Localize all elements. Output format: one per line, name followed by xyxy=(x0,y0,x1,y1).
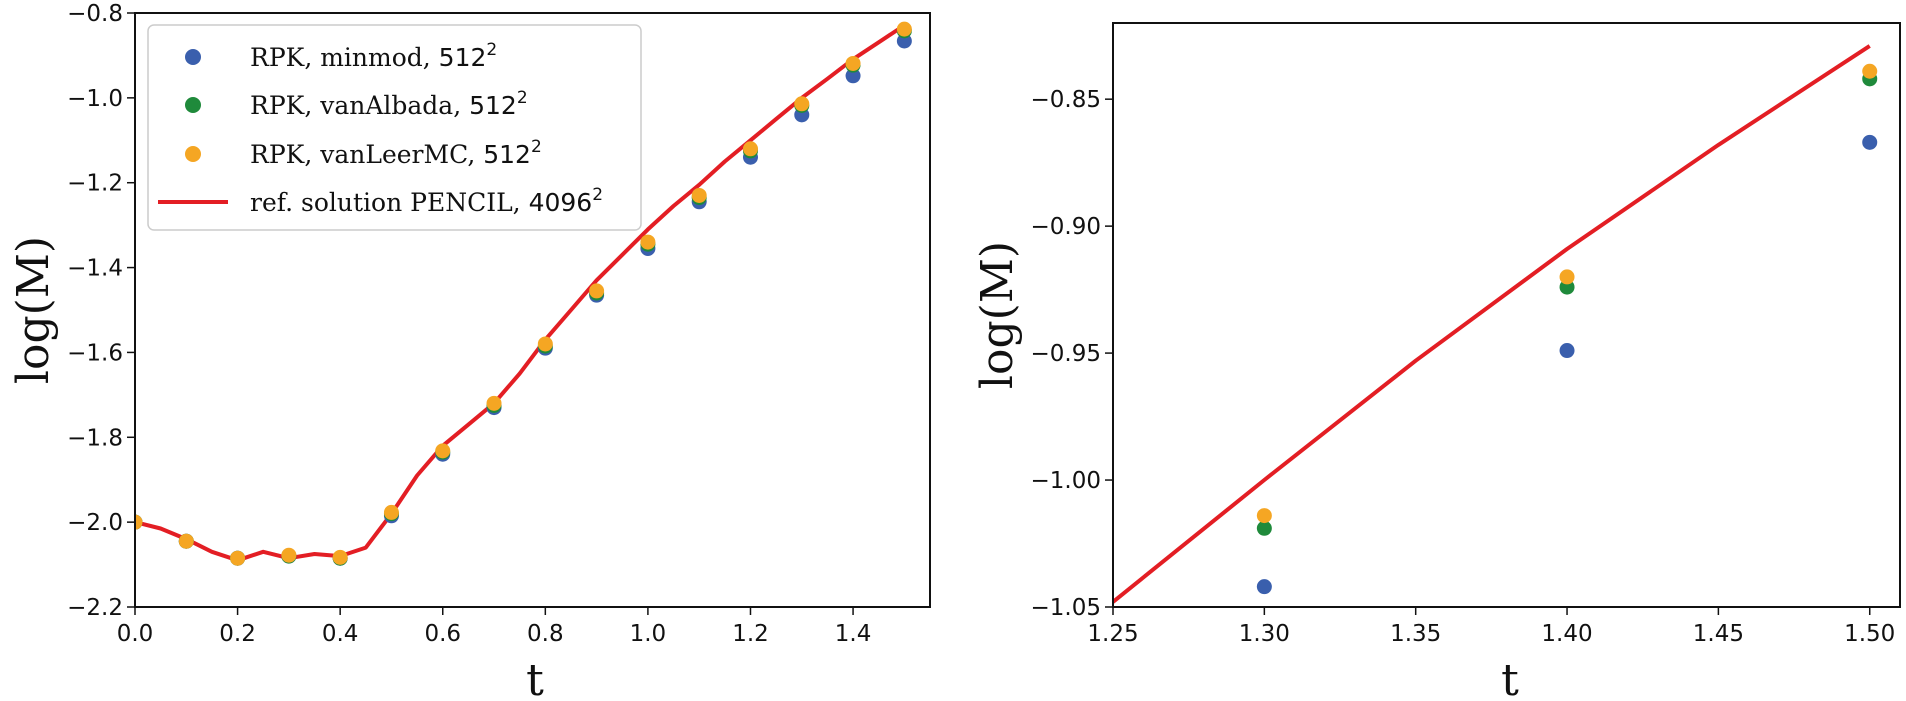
legend-item-reference: ref. solution PENCIL, 40962 xyxy=(250,185,603,217)
left-x-tick-label: 0.2 xyxy=(219,621,256,647)
left-point-vanLeerMC xyxy=(691,187,707,203)
right-y-tick-label: −1.05 xyxy=(1031,595,1101,621)
right-x-tick-label: 1.50 xyxy=(1844,621,1895,647)
left-panel: 0.0 0.2 0.4 0.6 0.8 1.0 1.2 1.4 −2.2 −2.0 −1.8 −1.6… xyxy=(8,1,931,701)
left-point-vanLeerMC xyxy=(135,514,143,530)
right-series-line-reference xyxy=(1113,44,1871,604)
legend-marker-vanleermc xyxy=(185,146,201,162)
right-y-axis-label: log(M) xyxy=(972,241,1023,389)
left-point-vanLeerMC xyxy=(332,549,348,565)
right-x-axis-label: t xyxy=(1501,655,1519,701)
right-x-tick-label: 1.25 xyxy=(1087,621,1138,647)
left-ticks: 0.0 0.2 0.4 0.6 0.8 1.0 1.2 1.4 −2.2 −2.0 −1.8 −1.6… xyxy=(67,1,871,647)
left-point-vanLeerMC xyxy=(640,234,656,250)
left-x-tick-label: 0.4 xyxy=(322,621,359,647)
right-y-tick-label: −0.95 xyxy=(1031,341,1101,367)
left-x-tick-label: 1.0 xyxy=(630,621,667,647)
right-x-tick-label: 1.30 xyxy=(1239,621,1290,647)
legend-marker-vanalbada xyxy=(185,97,201,113)
right-point-vanAlbada xyxy=(1256,520,1272,536)
left-y-tick-label: −2.0 xyxy=(67,510,123,536)
right-point-minmod xyxy=(1256,579,1272,595)
right-y-tick-label: −0.90 xyxy=(1031,214,1101,240)
left-point-vanLeerMC xyxy=(178,533,194,549)
right-point-vanLeerMC xyxy=(1256,508,1272,524)
left-plot-area xyxy=(135,21,912,566)
left-point-vanLeerMC xyxy=(896,21,912,37)
left-y-axis-label: log(M) xyxy=(8,236,59,384)
right-axes-frame xyxy=(1112,22,1901,608)
right-point-vanLeerMC xyxy=(1559,269,1575,285)
left-point-vanLeerMC xyxy=(742,141,758,157)
left-y-tick-label: −1.8 xyxy=(67,425,123,451)
left-series-line-reference xyxy=(135,23,906,563)
left-point-vanLeerMC xyxy=(383,504,399,520)
right-y-tick-label: −0.85 xyxy=(1031,87,1101,113)
left-y-tick-label: −1.0 xyxy=(67,86,123,112)
right-point-vanLeerMC xyxy=(1862,63,1878,79)
left-point-vanLeerMC xyxy=(794,96,810,112)
left-x-tick-label: 1.4 xyxy=(835,621,872,647)
left-point-vanLeerMC xyxy=(230,550,246,566)
right-point-minmod xyxy=(1862,134,1878,150)
left-y-tick-label: −1.2 xyxy=(67,171,123,197)
right-x-tick-label: 1.40 xyxy=(1541,621,1592,647)
legend-box xyxy=(147,24,642,231)
left-x-tick-label: 0.0 xyxy=(117,621,154,647)
right-x-tick-label: 1.45 xyxy=(1693,621,1744,647)
legend-marker-minmod xyxy=(185,49,201,65)
left-axes-frame xyxy=(134,12,931,608)
left-y-tick-label: −1.4 xyxy=(67,256,123,282)
left-point-vanLeerMC xyxy=(537,336,553,352)
left-point-minmod xyxy=(845,68,861,84)
left-x-axis-label: t xyxy=(526,655,544,701)
left-x-tick-label: 1.2 xyxy=(732,621,769,647)
right-y-tick-label: −1.00 xyxy=(1031,468,1101,494)
right-ticks: 1.25 1.30 1.35 1.40 1.45 1.50 −1.05 −1.00 −0.95 −… xyxy=(1031,87,1896,647)
left-point-vanLeerMC xyxy=(486,395,502,411)
right-point-minmod xyxy=(1559,343,1575,359)
right-panel: 1.25 1.30 1.35 1.40 1.45 1.50 −1.05 −1.00 −0.95 −… xyxy=(972,22,1901,701)
right-plot-area xyxy=(1113,44,1878,604)
left-y-tick-label: −0.8 xyxy=(67,1,123,27)
right-x-tick-label: 1.35 xyxy=(1390,621,1441,647)
legend-item-vanalbada: RPK, vanAlbada, 5122 xyxy=(250,88,528,120)
left-x-tick-label: 0.8 xyxy=(527,621,564,647)
left-x-tick-label: 0.6 xyxy=(424,621,461,647)
legend-item-vanleermc: RPK, vanLeerMC, 5122 xyxy=(250,137,542,169)
legend-item-minmod: RPK, minmod, 5122 xyxy=(250,40,497,72)
left-y-tick-label: −2.2 xyxy=(67,595,123,621)
left-point-vanLeerMC xyxy=(435,443,451,459)
left-point-vanLeerMC xyxy=(845,55,861,71)
left-y-tick-label: −1.6 xyxy=(67,340,123,366)
left-point-vanLeerMC xyxy=(281,547,297,563)
legend: RPK, minmod, 5122 RPK, vanAlbada, 5122 R… xyxy=(147,24,642,231)
left-point-vanLeerMC xyxy=(589,283,605,299)
